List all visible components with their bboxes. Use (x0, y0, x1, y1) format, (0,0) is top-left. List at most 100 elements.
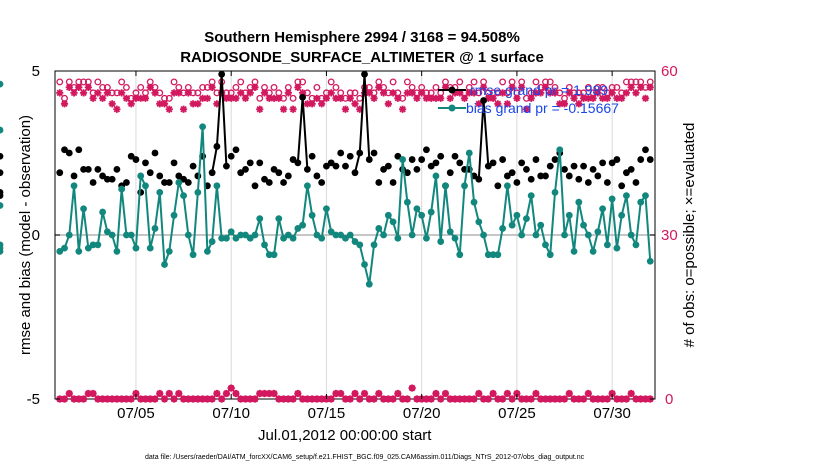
bias-point (446, 228, 454, 236)
obs-evaluated-point (94, 89, 102, 97)
x-tick-label: 07/10 (212, 405, 250, 422)
rmse-point (403, 169, 411, 177)
obs-low-evaluated-point (170, 395, 178, 403)
bias-point (432, 172, 440, 180)
obs-low-evaluated-point (603, 395, 611, 403)
bias-point (137, 172, 145, 180)
obs-evaluated-point (308, 100, 316, 108)
obs-evaluated-point (456, 89, 464, 97)
rmse-point (646, 156, 654, 163)
bias-point (275, 215, 283, 223)
obs-low-evaluated-point (70, 395, 78, 403)
obs-evaluated-point (541, 83, 550, 91)
obs-evaluated-point (522, 105, 531, 113)
rmse-point (89, 179, 97, 186)
bias-point (618, 211, 626, 219)
y2-tick-label: 30 (661, 227, 678, 244)
bias-point (184, 231, 192, 239)
bias-point (346, 231, 354, 239)
obs-low-evaluated-point (641, 395, 650, 403)
bias-point (327, 228, 335, 236)
rmse-point (275, 169, 283, 177)
rmse-point (494, 182, 502, 190)
bias-point (508, 221, 516, 229)
obs-evaluated-point (603, 94, 611, 102)
legend: rmse grand pr = 1.989 bias grand pr = -0… (438, 82, 619, 116)
obs-evaluated-point (613, 94, 621, 102)
obs-evaluated-point (632, 89, 640, 97)
obs-low-evaluated-point (179, 395, 188, 403)
rmse-point (627, 166, 635, 173)
obs-low-evaluated-point (94, 395, 102, 403)
obs-low-evaluated-point (175, 389, 183, 398)
rmse-point (523, 166, 530, 173)
bias-point (161, 261, 168, 268)
rmse-point (165, 179, 173, 186)
obs-evaluated-point (337, 94, 345, 102)
rmse-point (94, 166, 102, 173)
obs-low-evaluated-point (365, 395, 373, 403)
obs-evaluated-point (460, 94, 469, 102)
obs-low-evaluated-point (237, 395, 245, 403)
obs-possible-point (327, 78, 335, 86)
bias-point (484, 251, 492, 259)
chart-title-line1: Southern Hemisphere 2994 / 3168 = 94.508… (204, 29, 520, 46)
obs-low-evaluated-point (189, 395, 197, 403)
bias-point (589, 248, 597, 255)
rmse-point (175, 172, 183, 180)
obs-low-evaluated-point (589, 395, 597, 403)
obs-low-evaluated-point (141, 395, 150, 403)
bias-point (56, 248, 64, 255)
obs-evaluated-point (399, 105, 407, 113)
rmse-point (0, 169, 4, 177)
bias-point (80, 205, 87, 213)
obs-evaluated-point (279, 105, 288, 113)
bias-point (203, 248, 211, 255)
bias-point (313, 231, 321, 239)
grid (55, 71, 655, 399)
rmse-point (484, 162, 492, 170)
obs-low-evaluated-point (208, 395, 216, 403)
obs-evaluated-point (422, 94, 431, 102)
bias-point (223, 234, 230, 242)
obs-low-evaluated-point (260, 389, 269, 398)
rmse-point (575, 175, 583, 183)
obs-low-evaluated-point (270, 389, 278, 398)
obs-possible-point (622, 78, 630, 86)
rmse-point (156, 172, 164, 180)
rmse-point (584, 179, 592, 186)
rmse-point (280, 179, 287, 186)
bias-point (194, 188, 202, 196)
bias-point (584, 231, 592, 239)
rmse-point (318, 179, 326, 186)
obs-possible-point (432, 83, 440, 91)
bias-point (213, 182, 221, 190)
obs-evaluated-point (265, 94, 273, 102)
rmse-spike-line (354, 74, 371, 173)
y-tick-label: -5 (27, 391, 40, 408)
rmse-point (265, 179, 273, 186)
bias-point (380, 231, 387, 239)
obs-low-evaluated-point (584, 389, 592, 398)
rmse-point (99, 172, 107, 180)
rmse-point (270, 166, 278, 173)
bias-point (561, 231, 568, 239)
obs-evaluated-point (270, 94, 278, 102)
rmse-point (75, 146, 83, 154)
obs-evaluated-point (389, 89, 397, 97)
obs-possible-point (137, 83, 145, 91)
rmse-point (642, 146, 649, 154)
bias-point (232, 234, 240, 242)
obs-low-evaluated-point (432, 389, 440, 398)
obs-evaluated-point (118, 89, 126, 97)
obs-low-evaluated-point (556, 395, 564, 403)
x-tick-label: 07/30 (593, 405, 631, 422)
obs-low-evaluated-point (503, 389, 511, 398)
obs-low-evaluated-point (122, 395, 131, 403)
bias-point (537, 221, 545, 229)
obs-low-evaluated-point (403, 395, 411, 403)
obs-possible-point (256, 94, 264, 102)
rmse-point (546, 162, 554, 170)
obs-low-evaluated-point (441, 389, 450, 398)
legend-bias-marker (448, 104, 456, 112)
